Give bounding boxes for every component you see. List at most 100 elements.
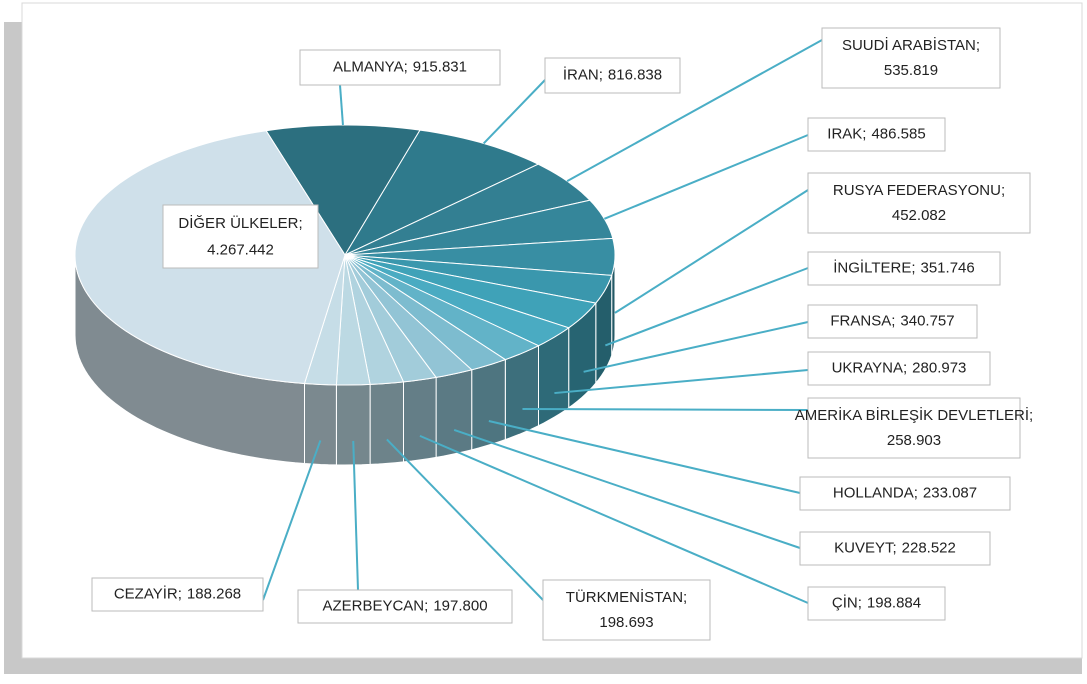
label-category: HOLLANDA [833, 484, 914, 501]
label-category: ALMANYA [333, 58, 404, 75]
label-box [807, 397, 1021, 459]
slice [344, 254, 540, 361]
label-value: 197.800 [433, 597, 487, 614]
leader-line [614, 189, 809, 314]
data-label: IRAK; 486.585 [827, 125, 925, 142]
label-separator: ; [914, 484, 918, 501]
label-box [299, 49, 501, 86]
leader-line [482, 79, 546, 145]
label-box [544, 57, 681, 94]
leader-line [603, 134, 809, 220]
leader-line [522, 407, 809, 411]
leader-line [262, 440, 322, 601]
data-label: AMERİKA BİRLEŞİK DEVLETLERİ; 258.903 [795, 406, 1033, 449]
label-value: 280.973 [912, 359, 966, 376]
slice [344, 254, 597, 329]
label-separator: ; [683, 589, 687, 606]
label-category: TÜRKMENİSTAN [566, 588, 683, 606]
label-box [807, 351, 991, 386]
label-box [799, 531, 991, 566]
slice [344, 254, 473, 378]
slice [344, 254, 507, 371]
label-box [807, 304, 978, 339]
label-category: AZERBEYCAN [322, 597, 424, 614]
label-value: 233.087 [923, 484, 977, 501]
data-label: İRAN; 816.838 [563, 65, 662, 83]
label-separator: ; [599, 66, 603, 83]
slice-side [304, 382, 337, 466]
data-label: SUUDİ ARABİSTAN; 535.819 [842, 36, 980, 79]
label-box [542, 579, 711, 641]
data-label: UKRAYNA; 280.973 [832, 359, 967, 376]
label-value: 915.831 [413, 58, 467, 75]
label-value: 535.819 [884, 62, 938, 79]
label-value: 486.585 [871, 125, 925, 142]
label-separator: ; [858, 594, 862, 611]
label-value: 198.693 [599, 614, 653, 631]
leader-line [604, 267, 809, 347]
label-value: 452.082 [892, 207, 946, 224]
label-separator: ; [1029, 407, 1033, 424]
label-category: SUUDİ ARABİSTAN [842, 36, 976, 54]
label-category: IRAK [827, 125, 862, 142]
label-category: İNGİLTERE [833, 258, 911, 276]
slice [344, 254, 613, 304]
data-label: ÇİN; 198.884 [832, 593, 921, 611]
label-separator: ; [404, 58, 408, 75]
label-box [297, 589, 513, 624]
label-box [807, 251, 1001, 286]
data-label: AZERBEYCAN; 197.800 [322, 597, 487, 614]
leader-line [488, 420, 801, 494]
label-box [807, 586, 946, 621]
data-label: ALMANYA; 915.831 [333, 58, 467, 75]
leader-line [566, 39, 823, 182]
label-separator: ; [903, 359, 907, 376]
label-category: ÇİN [832, 593, 858, 611]
data-label: HOLLANDA; 233.087 [833, 484, 977, 501]
label-category: RUSYA FEDERASYONU [833, 182, 1001, 199]
label-category: CEZAYİR [114, 584, 178, 602]
data-label: CEZAYİR; 188.268 [114, 584, 241, 602]
label-separator: ; [911, 259, 915, 276]
label-value: 258.903 [887, 432, 941, 449]
label-value: 188.268 [187, 585, 241, 602]
data-label: İNGİLTERE; 351.746 [833, 258, 974, 276]
label-box [807, 117, 946, 152]
slice [344, 254, 570, 347]
label-category: KUVEYT [834, 539, 894, 556]
label-value: 4.267.442 [207, 241, 274, 258]
leader-line [554, 369, 809, 395]
label-separator: ; [892, 539, 896, 556]
label-separator: ; [1001, 182, 1005, 199]
data-label: FRANSA; 340.757 [830, 312, 954, 329]
leader-line [453, 428, 801, 549]
label-box [91, 577, 264, 612]
slice [344, 199, 614, 256]
slice-side [471, 358, 506, 451]
label-separator: ; [298, 215, 302, 232]
leader-line [583, 321, 809, 373]
label-separator: ; [178, 585, 182, 602]
label-value: 816.838 [608, 66, 662, 83]
label-box [162, 204, 319, 269]
label-separator: ; [862, 125, 866, 142]
label-category: UKRAYNA [832, 359, 903, 376]
label-box [821, 27, 1001, 89]
data-label: RUSYA FEDERASYONU; 452.082 [833, 182, 1005, 224]
label-category: FRANSA [830, 312, 891, 329]
label-box [799, 476, 1011, 511]
label-category: DİĞER ÜLKELER [178, 214, 298, 232]
slice [344, 237, 616, 276]
data-label: KUVEYT; 228.522 [834, 539, 956, 556]
label-category: AMERİKA BİRLEŞİK DEVLETLERİ [795, 406, 1029, 424]
label-category: İRAN [563, 65, 599, 83]
leader-line [386, 438, 544, 601]
label-value: 351.746 [921, 259, 975, 276]
slice-side [403, 376, 437, 463]
label-value: 228.522 [902, 539, 956, 556]
leader-line [352, 440, 359, 591]
leader-line [339, 84, 344, 126]
label-separator: ; [424, 597, 428, 614]
label-separator: ; [976, 37, 980, 54]
